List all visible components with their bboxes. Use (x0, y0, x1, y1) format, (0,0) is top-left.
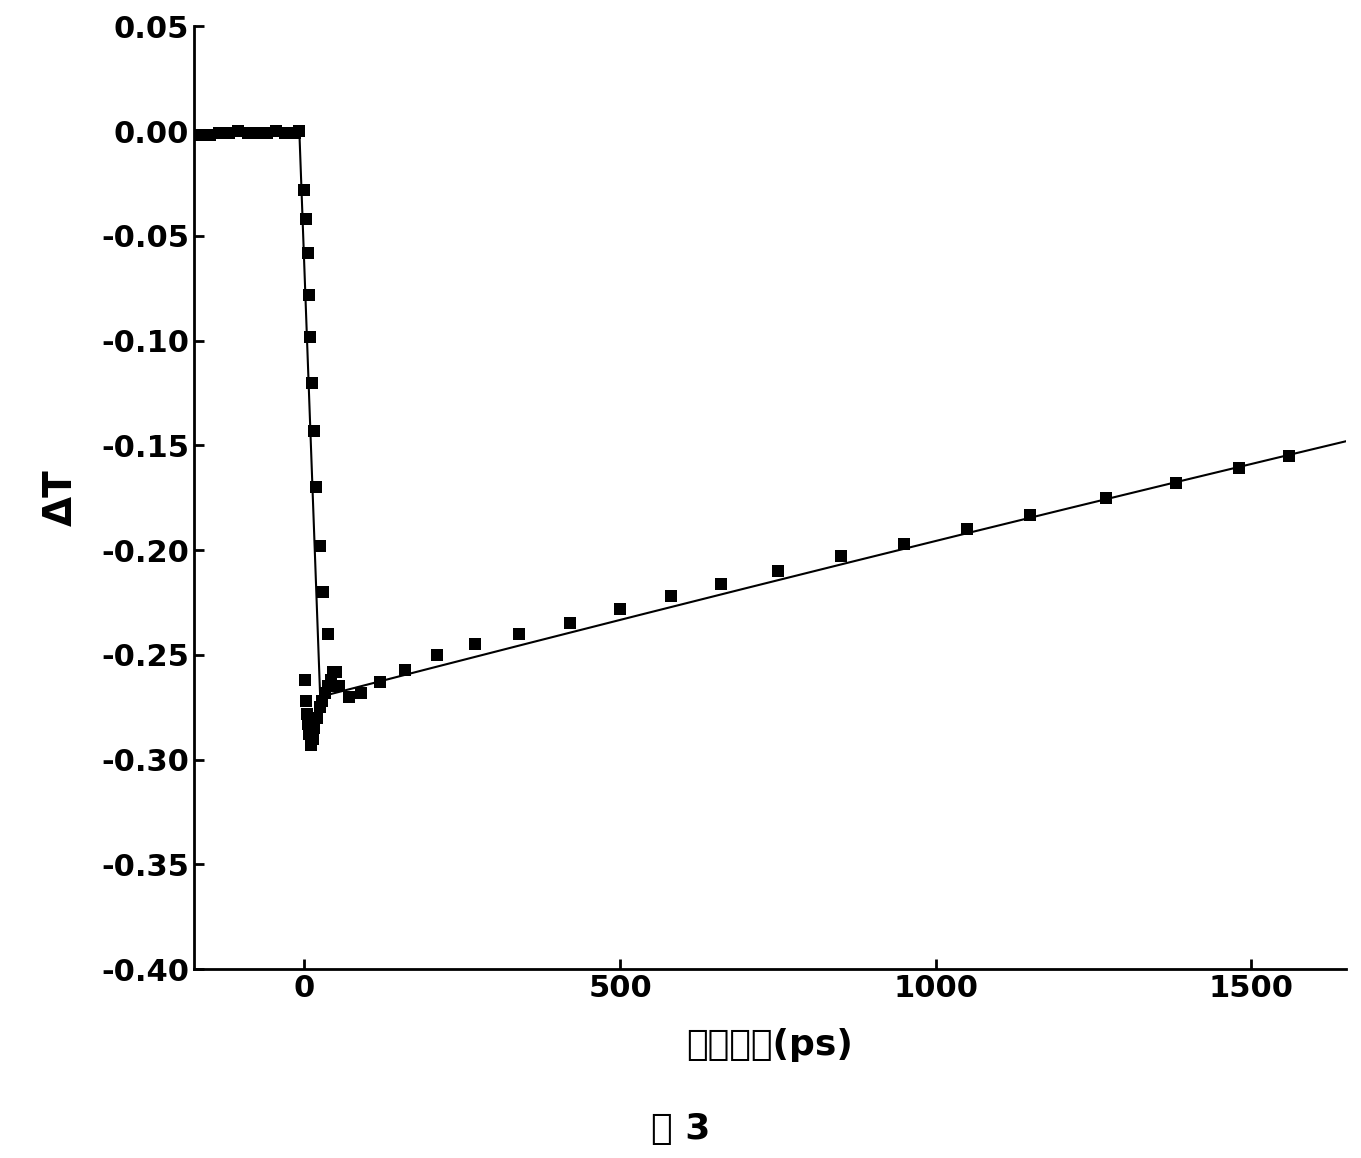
Point (464, 635, 486, 653)
Point (426, 646, 448, 665)
Point (302, 730, 324, 748)
Point (246, 124, 268, 142)
Point (304, 422, 325, 440)
Y-axis label: ΔT: ΔT (42, 469, 80, 526)
Point (297, 714, 318, 733)
Point (317, 624, 339, 643)
Point (237, 124, 259, 142)
Text: 图 3: 图 3 (651, 1112, 710, 1146)
Point (275, 124, 297, 142)
Point (189, 126, 211, 145)
Point (1019, 505, 1041, 523)
Point (830, 548, 852, 566)
Point (314, 683, 336, 702)
Point (957, 520, 979, 538)
Point (298, 725, 320, 743)
Point (312, 691, 333, 710)
Point (289, 122, 310, 140)
Point (325, 662, 347, 681)
Point (1165, 474, 1187, 492)
Point (610, 600, 632, 618)
Point (309, 698, 331, 717)
Point (309, 536, 331, 555)
Point (710, 574, 732, 593)
X-axis label: 延迟时间(ps): 延迟时间(ps) (686, 1028, 853, 1062)
Point (328, 677, 350, 696)
Point (299, 328, 321, 346)
Point (350, 683, 372, 702)
Point (305, 478, 327, 497)
Point (256, 124, 278, 142)
Point (218, 124, 240, 142)
Point (299, 735, 321, 754)
Point (1096, 489, 1117, 507)
Point (298, 285, 320, 303)
Point (1278, 447, 1300, 466)
Point (301, 373, 323, 391)
Point (660, 587, 682, 606)
Point (558, 614, 580, 632)
Point (208, 124, 230, 142)
Point (320, 670, 342, 689)
Point (295, 691, 317, 710)
Point (1228, 460, 1249, 478)
Point (295, 210, 317, 228)
Point (199, 126, 220, 145)
Point (227, 122, 249, 140)
Point (294, 181, 316, 199)
Point (893, 535, 915, 554)
Point (304, 719, 325, 738)
Point (297, 243, 318, 262)
Point (768, 562, 789, 580)
Point (323, 662, 344, 681)
Point (313, 582, 335, 601)
Point (306, 709, 328, 727)
Point (297, 704, 318, 723)
Point (265, 122, 287, 140)
Point (508, 624, 529, 643)
Point (395, 660, 416, 679)
Point (294, 670, 316, 689)
Point (369, 673, 391, 691)
Point (338, 688, 359, 706)
Point (284, 124, 306, 142)
Point (317, 677, 339, 696)
